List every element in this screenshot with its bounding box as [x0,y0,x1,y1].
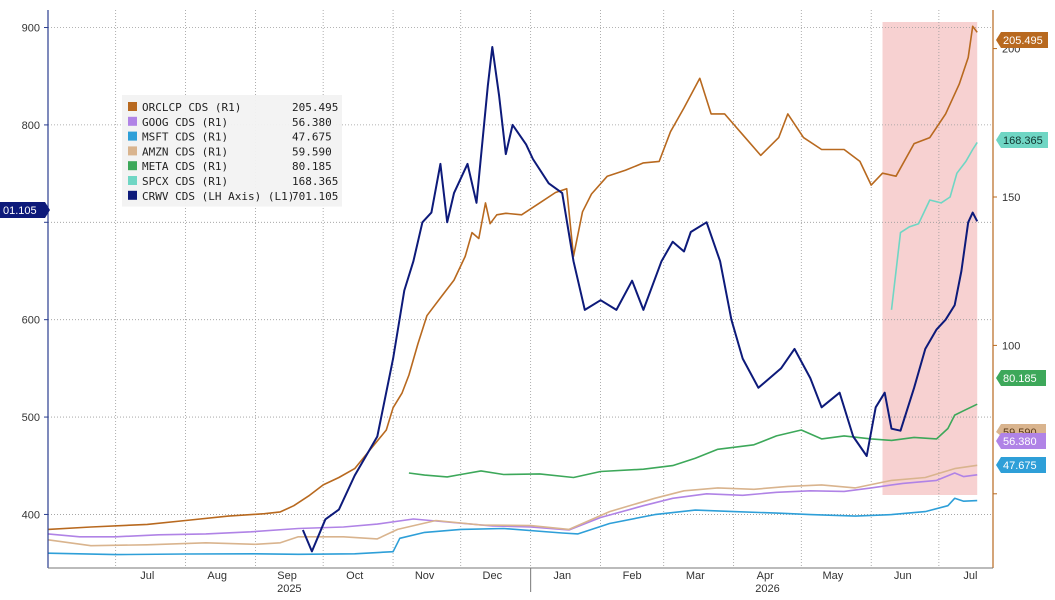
legend-swatch [128,102,137,111]
gridlines [48,10,993,568]
x-tick-label: Dec [483,570,503,582]
tag-goog-shape [996,433,1046,449]
x-tick-label: Nov [415,570,435,582]
legend-series-name: AMZN CDS (R1) [142,145,228,158]
legend-series-value: 47.675 [292,131,332,144]
x-axis-ticks: Jul Aug Sep Oct Nov Dec Jan Feb Mar Apr May Jun Jul 2… [140,568,977,595]
value-tags: 01.105 205.495 168.365 80.185 59.590 56.… [0,32,1048,473]
x-tick-label: Aug [207,570,227,582]
tag-orcl-shape [996,32,1048,48]
x-tick-label: Jun [894,570,912,582]
legend-series-name: SPCX CDS (R1) [142,175,228,188]
series-line-1 [47,472,978,538]
x-tick-label: May [822,570,843,582]
series-line-3 [47,464,978,547]
left-axis-ticks: 400 500 600 800 900 [22,23,48,521]
legend-swatch [128,190,137,200]
x-tick-label: Jul [140,570,154,582]
series-line-5 [890,141,978,310]
series-layer [47,25,979,556]
legend-series-value: 80.185 [292,160,332,173]
series-line-6 [301,46,979,553]
tag-orcl-text: 205.495 [1003,35,1043,47]
legend-series-value: 701.105 [292,190,338,203]
legend-series-value: 168.365 [292,175,338,188]
right-tick-label: 150 [1002,192,1020,204]
legend-swatch [128,116,137,126]
x-year-label: 2026 [755,583,779,595]
tag-meta-shape [996,370,1046,386]
left-tick-label: 500 [22,412,40,424]
tag-spcx-shape [996,132,1048,148]
left-tick-label: 400 [22,509,40,521]
legend-swatch [128,176,137,185]
legend-swatch [128,161,137,171]
legend-series-value: 56.380 [292,116,332,129]
legend-series-name: META CDS (R1) [142,160,228,173]
legend-series-value: 59.590 [292,145,332,158]
legend-series-value: 205.495 [292,101,338,114]
tag-meta-text: 80.185 [1003,373,1037,385]
legend-series-name: CRWV CDS (LH Axis) (L1) [142,190,294,203]
tag-goog-text: 56.380 [1003,436,1037,448]
series-line-2 [47,497,978,556]
x-year-label: 2025 [277,583,301,595]
x-tick-label: Sep [277,570,297,582]
legend-series-name: MSFT CDS (R1) [142,131,228,144]
legend-box [122,95,342,207]
x-tick-label: Jan [553,570,571,582]
right-tick-label: 100 [1002,340,1020,352]
tag-crwv-left-text: 01.105 [3,205,37,217]
left-tick-label: 900 [22,23,40,35]
legend-series-name: GOOG CDS (R1) [142,116,228,129]
series-line-4 [408,403,978,479]
x-tick-label: Jul [963,570,977,582]
legend-swatch [128,131,137,141]
x-tick-label: Mar [686,570,705,582]
left-tick-label: 600 [22,315,40,327]
x-tick-label: Oct [346,570,363,582]
left-tick-label: 800 [22,120,40,132]
x-tick-label: Apr [757,570,774,582]
series-line-0 [47,25,978,531]
legend-series-name: ORCLCP CDS (R1) [142,101,241,114]
legend: ORCLCP CDS (R1) 205.495 GOOG CDS (R1) 56.38… [122,95,342,207]
tag-crwv-left-shape [0,202,50,218]
legend-swatch [128,146,137,156]
tag-spcx-text: 168.365 [1003,135,1043,147]
tag-msft-shape [996,457,1046,473]
x-tick-label: Feb [623,570,642,582]
tag-msft-text: 47.675 [1003,460,1037,472]
